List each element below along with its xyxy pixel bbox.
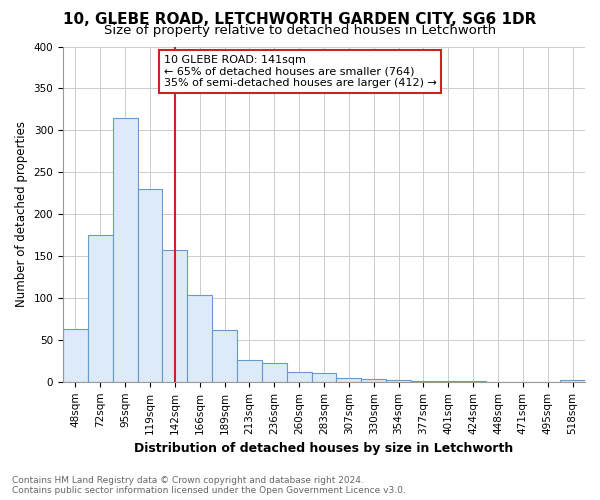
Bar [262, 364, 287, 382]
Bar [337, 378, 361, 382]
Bar [436, 381, 461, 382]
Bar [411, 381, 436, 382]
Bar [237, 360, 262, 382]
Bar [163, 250, 187, 382]
Y-axis label: Number of detached properties: Number of detached properties [15, 121, 28, 307]
Text: 10 GLEBE ROAD: 141sqm
← 65% of detached houses are smaller (764)
35% of semi-det: 10 GLEBE ROAD: 141sqm ← 65% of detached … [164, 55, 437, 88]
Bar [88, 235, 113, 382]
Text: 10, GLEBE ROAD, LETCHWORTH GARDEN CITY, SG6 1DR: 10, GLEBE ROAD, LETCHWORTH GARDEN CITY, … [64, 12, 536, 28]
Bar [113, 118, 137, 382]
Bar [212, 330, 237, 382]
Bar [560, 380, 585, 382]
Bar [461, 381, 485, 382]
Text: Size of property relative to detached houses in Letchworth: Size of property relative to detached ho… [104, 24, 496, 37]
Bar [63, 329, 88, 382]
Bar [386, 380, 411, 382]
Bar [311, 372, 337, 382]
X-axis label: Distribution of detached houses by size in Letchworth: Distribution of detached houses by size … [134, 442, 514, 455]
Text: Contains HM Land Registry data © Crown copyright and database right 2024.
Contai: Contains HM Land Registry data © Crown c… [12, 476, 406, 495]
Bar [287, 372, 311, 382]
Bar [137, 189, 163, 382]
Bar [187, 296, 212, 382]
Bar [361, 380, 386, 382]
